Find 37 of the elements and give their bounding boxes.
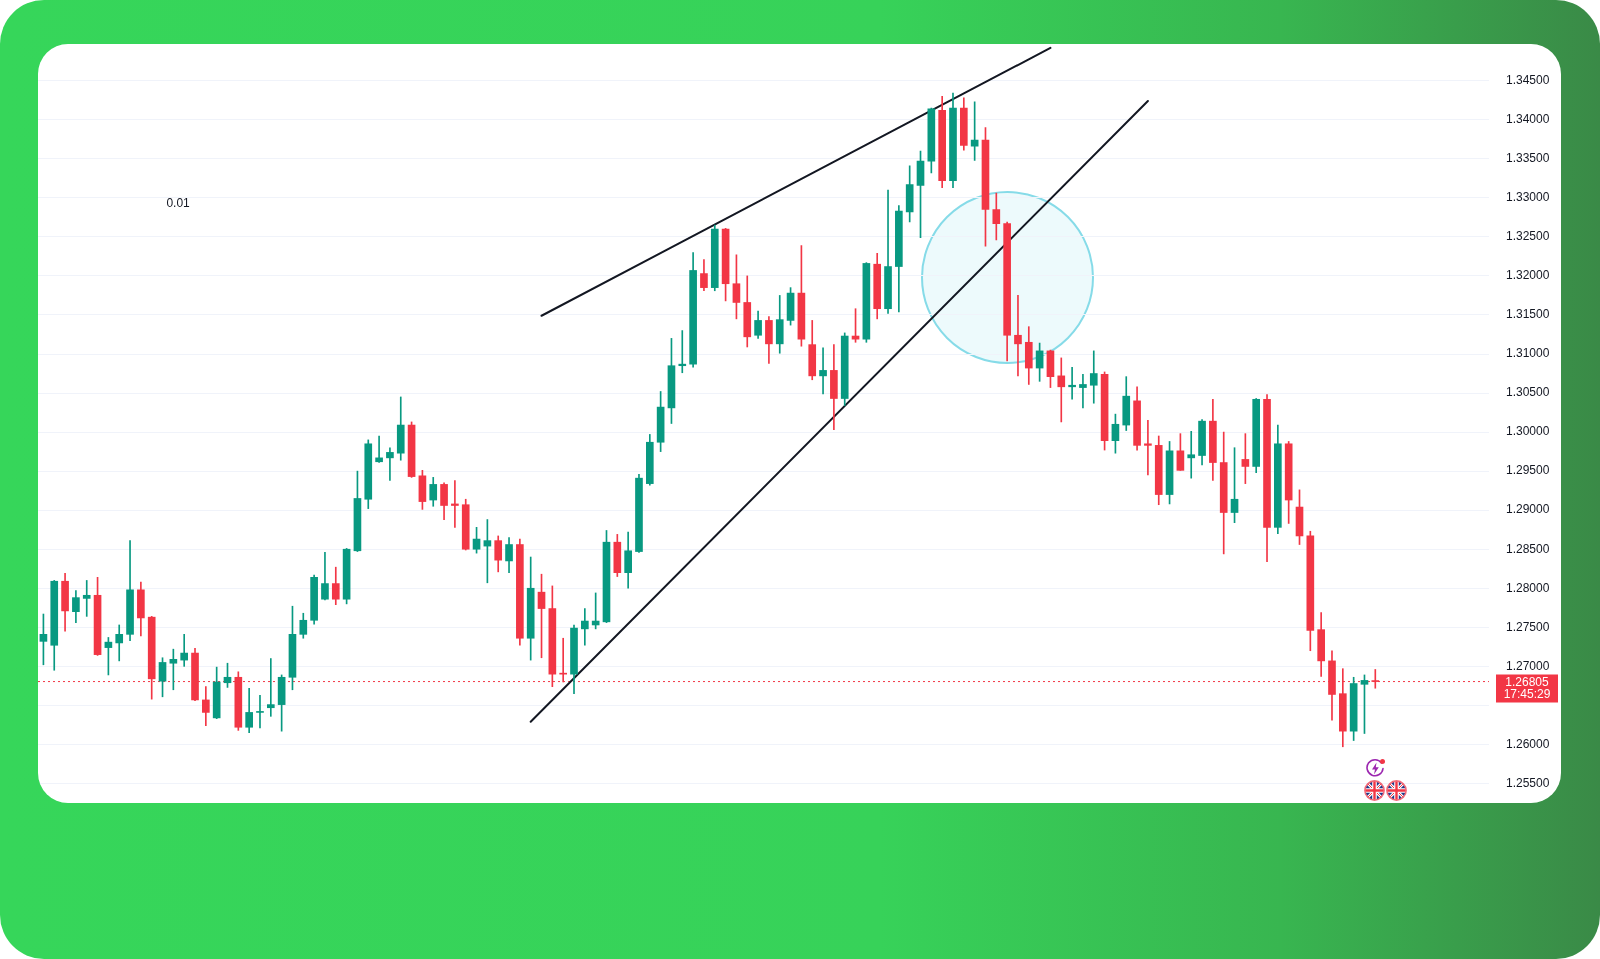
candlestick [1144,420,1152,476]
y-tick-label: 1.25500 [1506,775,1550,790]
candlestick [266,658,275,717]
y-tick-label: 1.29500 [1506,463,1550,478]
candlestick [1089,350,1098,404]
candlestick [1014,295,1022,377]
y-tick-label: 1.33500 [1506,151,1550,166]
y-tick-label: 1.32000 [1506,268,1550,283]
y-tick-label: 1.28500 [1506,541,1550,556]
candlestick [180,634,189,667]
candlestick [82,580,91,617]
candlestick [451,480,459,528]
y-tick-label: 1.27500 [1506,619,1550,634]
candlestick [678,330,687,374]
y-tick-label: 1.27000 [1506,658,1550,673]
y-tick-label: 1.31000 [1506,346,1550,361]
candlestick [1079,373,1087,409]
y-tick-label: 1.26000 [1506,736,1550,751]
annotation: 0.01 [166,196,191,211]
candlestick [819,347,827,395]
y-tick-label: 1.30000 [1506,424,1550,439]
y-tick-label: 1.33000 [1506,190,1550,205]
ref-line-label: 1.26805 17:45:29 [1503,674,1551,701]
y-tick-label: 1.31500 [1506,307,1550,322]
candlestick [1068,366,1076,400]
y-tick-label: 1.34000 [1506,112,1550,127]
y-tick-label: 1.28000 [1506,580,1550,595]
y-tick-label: 1.30500 [1506,385,1550,400]
candlestick [386,447,394,481]
y-tick-label: 1.32500 [1506,229,1550,244]
candlestick [1057,357,1066,423]
y-tick-label: 1.29000 [1506,502,1550,517]
candlestick [256,694,264,729]
candlestick [375,435,383,463]
candlestick [1187,430,1196,479]
y-tick-label: 1.34500 [1506,73,1550,88]
candlestick [581,608,589,646]
